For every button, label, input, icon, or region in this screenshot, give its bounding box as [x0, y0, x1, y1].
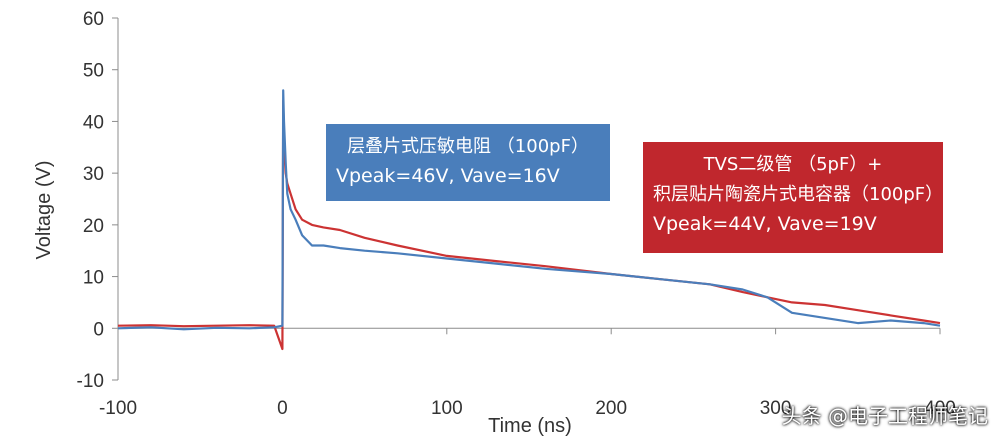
- x-axis-title: Time (ns): [488, 415, 572, 437]
- y-tick-label: -10: [77, 371, 104, 392]
- y-tick-label: 50: [83, 61, 104, 82]
- y-tick-label: 20: [83, 216, 104, 237]
- y-tick-label: 10: [83, 268, 104, 289]
- x-tick-label: 0: [277, 398, 288, 419]
- y-tick-label: 60: [83, 9, 104, 30]
- x-tick-label: -100: [99, 398, 137, 419]
- series-line-0: [117, 89, 941, 331]
- y-tick-label: 0: [93, 319, 104, 340]
- blue-annotation-box: 层叠片式压敏电阻 （100pF） Vpeak=46V, Vave=16V: [326, 124, 610, 201]
- x-tick-label: 400: [924, 398, 956, 419]
- series-line-1: [117, 99, 941, 351]
- y-tick-label: 40: [83, 112, 104, 133]
- blue-annotation-values: Vpeak=46V, Vave=16V: [336, 165, 560, 187]
- red-annotation-component-tvs: TVS二级管 （5pF）+: [703, 154, 883, 175]
- y-axis-title: Voltage (V): [33, 161, 55, 260]
- red-annotation-values: Vpeak=44V, Vave=19V: [653, 213, 877, 235]
- chart-series: [117, 89, 941, 351]
- red-annotation-component-capacitor: 积层贴片陶瓷片式电容器（100pF）: [653, 184, 944, 205]
- watermark: 头条 @电子工程师笔记: [781, 404, 988, 428]
- blue-annotation-component: 层叠片式压敏电阻 （100pF）: [347, 136, 589, 157]
- x-tick-label: 300: [760, 398, 792, 419]
- red-annotation-box: TVS二级管 （5pF）+ 积层贴片陶瓷片式电容器（100pF） Vpeak=4…: [643, 142, 943, 253]
- x-tick-label: 200: [595, 398, 627, 419]
- y-tick-label: 30: [83, 164, 104, 185]
- x-tick-label: 100: [431, 398, 463, 419]
